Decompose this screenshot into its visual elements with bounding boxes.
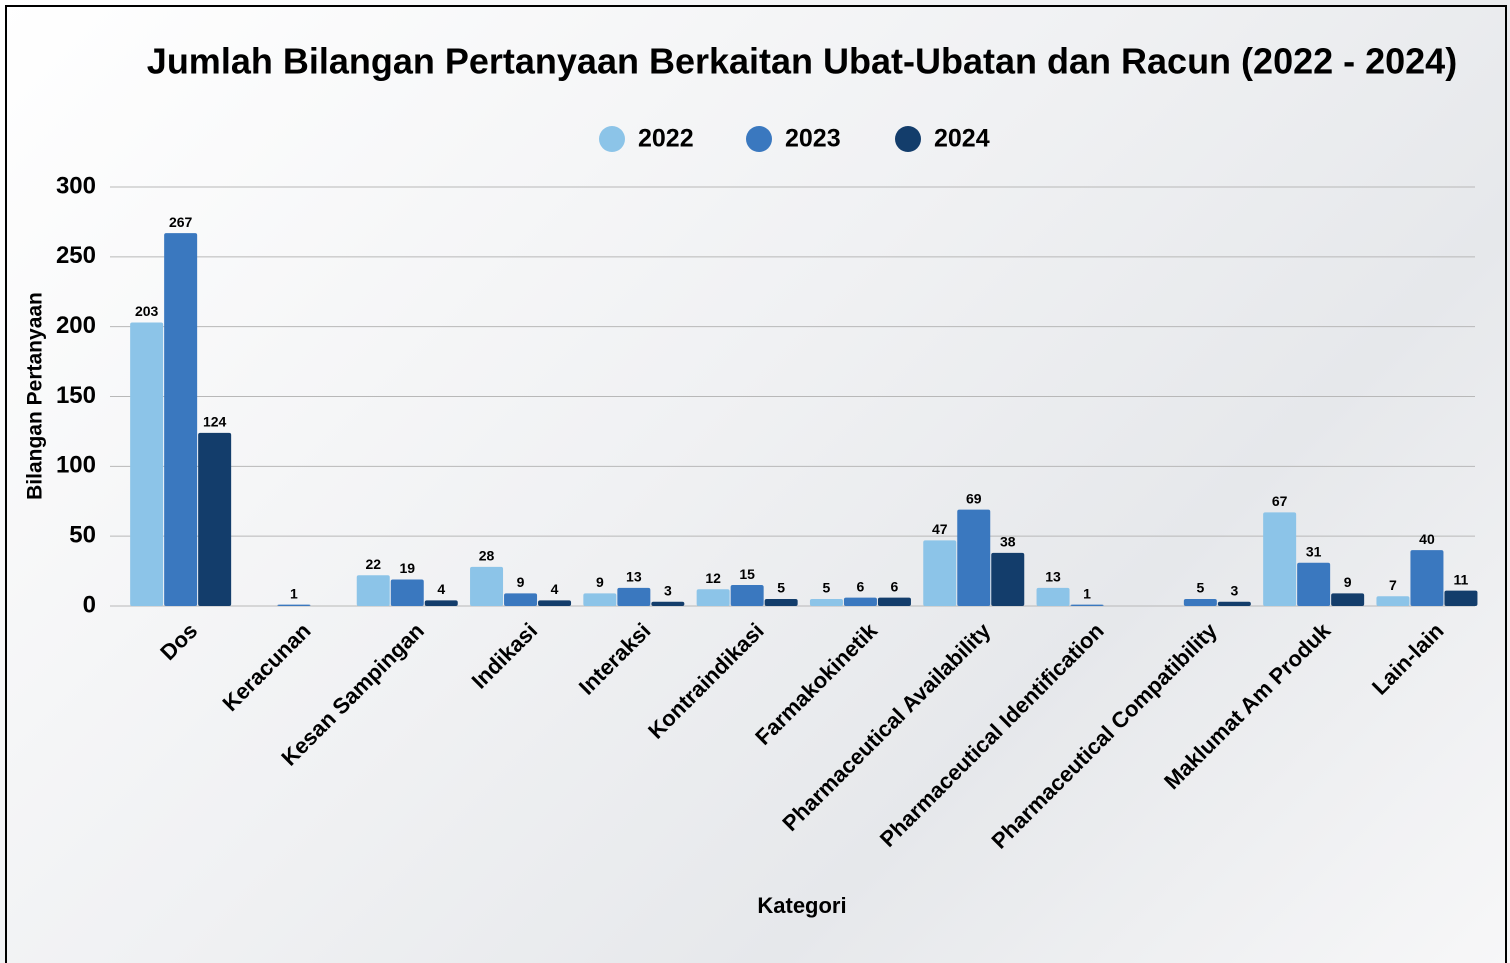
value-label: 9 <box>596 574 604 590</box>
bar <box>164 233 198 606</box>
bar <box>1070 604 1104 606</box>
legend-marker <box>895 126 921 152</box>
x-axis-title: Kategori <box>757 893 846 918</box>
value-label: 7 <box>1389 577 1397 593</box>
bar <box>843 597 877 606</box>
bar <box>809 599 843 606</box>
value-label: 3 <box>1230 583 1238 599</box>
bar <box>923 540 957 606</box>
x-tick-label: Pharmaceutical Compatibility <box>986 617 1222 853</box>
bar <box>538 600 572 606</box>
legend-label: 2023 <box>785 125 841 153</box>
bar <box>877 597 911 606</box>
x-tick-label: Farmakokinetik <box>750 617 882 749</box>
y-axis-title: Bilangan Pertanyaan <box>24 292 47 500</box>
bar <box>470 566 504 606</box>
bar <box>390 579 424 606</box>
value-label: 22 <box>365 556 381 572</box>
value-label: 31 <box>1306 543 1322 559</box>
bar <box>1376 596 1410 606</box>
x-tick-label: Lain-lain <box>1367 618 1449 700</box>
value-label: 13 <box>626 569 642 585</box>
bar <box>277 604 311 606</box>
value-label: 13 <box>1045 569 1061 585</box>
bar <box>583 593 617 606</box>
value-label: 12 <box>705 570 721 586</box>
value-label: 5 <box>1196 580 1204 596</box>
bar <box>1263 512 1297 606</box>
value-label: 9 <box>517 574 525 590</box>
y-tick-label: 200 <box>56 312 96 339</box>
bar <box>356 575 390 606</box>
legend-label: 2024 <box>934 125 990 153</box>
y-tick-label: 0 <box>83 591 96 618</box>
value-label: 124 <box>203 414 227 430</box>
value-label: 28 <box>479 548 495 564</box>
bar <box>1217 601 1251 606</box>
y-tick-label: 50 <box>69 522 96 549</box>
value-label: 1 <box>1083 585 1091 601</box>
value-label: 11 <box>1454 571 1469 587</box>
bar <box>1331 593 1365 606</box>
chart-title: Jumlah Bilangan Pertanyaan Berkaitan Uba… <box>147 41 1457 82</box>
value-label: 3 <box>664 583 672 599</box>
value-label: 5 <box>777 580 785 596</box>
value-label: 5 <box>823 580 831 596</box>
x-tick-label: Keracunan <box>218 618 316 716</box>
bar <box>1410 550 1444 606</box>
bar <box>130 322 164 606</box>
legend-marker <box>599 126 625 152</box>
value-label: 4 <box>551 581 559 597</box>
value-label: 15 <box>739 566 755 582</box>
value-label: 1 <box>290 585 298 601</box>
bar <box>651 601 685 606</box>
bar <box>1297 562 1331 606</box>
x-tick-label: Kontraindikasi <box>643 618 769 744</box>
value-label: 6 <box>891 578 899 594</box>
bar <box>730 585 764 606</box>
bar <box>991 552 1025 606</box>
value-label: 9 <box>1344 574 1352 590</box>
y-tick-label: 150 <box>56 382 96 409</box>
bar <box>424 600 458 606</box>
bar <box>696 589 730 606</box>
x-tick-label: Indikasi <box>467 618 543 694</box>
bar <box>1444 590 1478 606</box>
bar <box>198 432 232 606</box>
value-label: 47 <box>932 521 948 537</box>
value-label: 267 <box>169 214 193 230</box>
value-label: 69 <box>966 490 982 506</box>
frame <box>5 5 1507 963</box>
value-label: 67 <box>1272 493 1288 509</box>
value-label: 38 <box>1000 534 1016 550</box>
y-tick-label: 250 <box>56 242 96 269</box>
y-tick-label: 100 <box>56 452 96 479</box>
x-tick-label: Pharmaceutical Availability <box>777 617 996 836</box>
value-label: 4 <box>437 581 445 597</box>
value-label: 6 <box>857 578 865 594</box>
value-label: 203 <box>135 303 159 319</box>
x-tick-label: Interaksi <box>574 618 656 700</box>
bar <box>764 599 798 606</box>
value-label: 19 <box>399 560 415 576</box>
legend-label: 2022 <box>638 125 694 153</box>
legend-marker <box>746 126 772 152</box>
x-tick-label: Pharmaceutical Identification <box>875 618 1109 852</box>
value-label: 40 <box>1419 531 1435 547</box>
bar <box>504 593 538 606</box>
y-tick-label: 300 <box>56 172 96 199</box>
bar <box>617 587 651 606</box>
x-tick-label: Dos <box>155 618 202 665</box>
bar <box>1036 587 1070 606</box>
bar <box>957 509 991 606</box>
bar <box>1183 599 1217 606</box>
